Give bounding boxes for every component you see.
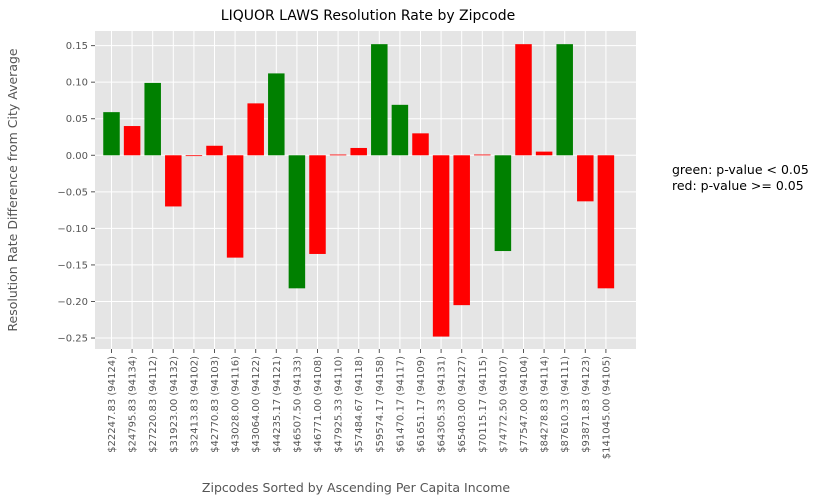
bar <box>165 155 182 207</box>
bar <box>103 112 120 156</box>
y-tick-label: −0.05 <box>57 187 88 198</box>
bar <box>288 155 306 289</box>
y-tick-label: 0.10 <box>66 78 88 89</box>
x-tick-label: $43064.00 (94122) <box>251 356 262 453</box>
x-tick-label: $46771.00 (94108) <box>313 356 324 453</box>
bar <box>391 104 409 156</box>
x-tick-label: $84278.83 (94114) <box>540 356 551 453</box>
bar <box>329 154 347 156</box>
x-tick-label: $24795.83 (94134) <box>128 356 139 453</box>
x-tick-label: $32413.83 (94102) <box>189 356 200 453</box>
chart-title: LIQUOR LAWS Resolution Rate by Zipcode <box>221 8 515 24</box>
plot-area <box>95 31 636 349</box>
legend-note-green: green: p-value < 0.05 <box>672 162 809 177</box>
x-tick-label: $42770.83 (94103) <box>210 356 221 453</box>
x-axis-label: Zipcodes Sorted by Ascending Per Capita … <box>202 480 510 495</box>
bar <box>412 133 429 156</box>
bar <box>123 126 141 156</box>
y-tick-label: 0.05 <box>66 114 88 125</box>
bar <box>206 145 223 156</box>
bar <box>494 155 512 252</box>
y-tick-label: −0.20 <box>57 297 88 308</box>
x-tick-label: $61651.17 (94109) <box>416 356 427 453</box>
bar <box>432 155 450 337</box>
x-tick-label: $65403.00 (94127) <box>457 356 468 453</box>
bar <box>535 151 553 156</box>
x-tick-label: $22247.83 (94124) <box>107 356 118 453</box>
x-tick-label: $57484.67 (94118) <box>354 356 365 453</box>
x-tick-label: $27220.83 (94112) <box>148 356 159 453</box>
y-tick-label: −0.10 <box>57 224 88 235</box>
bar <box>268 73 285 156</box>
bar <box>577 155 594 202</box>
bar <box>515 44 532 156</box>
x-tick-label: $70115.17 (94115) <box>478 356 489 453</box>
y-tick-label: −0.25 <box>57 334 88 345</box>
bar <box>309 155 326 254</box>
x-tick-label: $43028.00 (94116) <box>231 356 242 453</box>
y-tick-label: 0.15 <box>66 41 88 52</box>
x-tick-label: $74772.50 (94107) <box>498 356 509 453</box>
x-tick-label: $31923.00 (94132) <box>169 356 180 453</box>
y-tick-label: −0.15 <box>57 260 88 271</box>
x-tick-label: $61470.17 (94117) <box>395 356 406 453</box>
x-tick-label: $141045.00 (94105) <box>601 356 612 459</box>
x-tick-label: $47925.33 (94110) <box>334 356 345 453</box>
bar <box>371 44 388 156</box>
x-tick-label: $87610.33 (94111) <box>560 356 571 453</box>
bar <box>556 44 573 156</box>
bar <box>226 155 244 258</box>
x-tick-label: $64305.33 (94131) <box>437 356 448 453</box>
bars <box>103 44 615 337</box>
gridlines <box>95 31 636 349</box>
bar <box>247 103 264 156</box>
bar <box>597 155 615 289</box>
bar <box>185 155 203 157</box>
bar <box>144 82 161 156</box>
bar <box>453 155 470 306</box>
x-tick-label: $46507.50 (94133) <box>292 356 303 453</box>
bar <box>350 147 367 156</box>
x-tick-label: $44235.17 (94121) <box>272 356 283 453</box>
x-tick-label: $77547.00 (94104) <box>519 356 530 453</box>
x-tick-label: $59574.17 (94158) <box>375 356 386 453</box>
x-tick-label: $93871.83 (94123) <box>581 356 592 453</box>
y-axis-label: Resolution Rate Difference from City Ave… <box>5 48 20 332</box>
x-axis-ticks: $22247.83 (94124) $24795.83 (94134) $27220… <box>107 349 612 459</box>
y-axis-ticks: 0.15 0.10 0.05 0.00 −0.05 −0.10 −0.15 −0.20 −0.2… <box>57 41 95 345</box>
y-tick-label: 0.00 <box>66 151 88 162</box>
legend-note-red: red: p-value >= 0.05 <box>672 178 804 193</box>
bar <box>474 154 491 156</box>
